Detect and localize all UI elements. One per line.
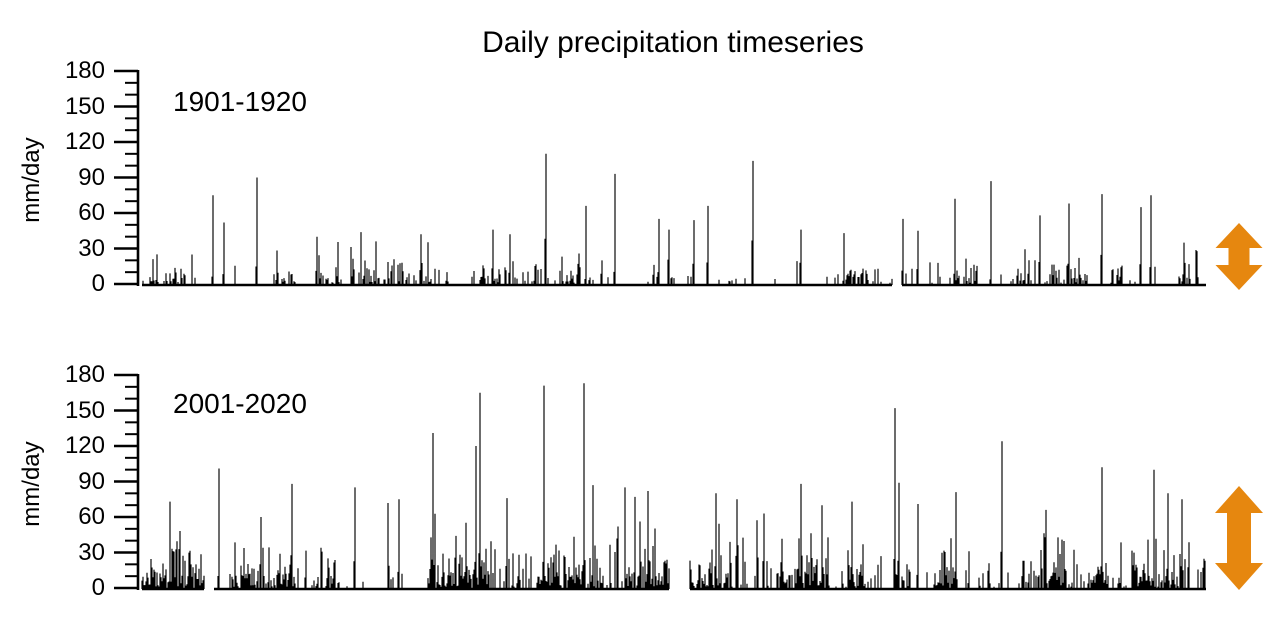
chart-title: Daily precipitation timeseries [482,26,864,59]
precipitation-spikes [141,383,1206,589]
y-tick-label-180: 180 [64,57,105,84]
y-tick-label-120: 120 [64,128,105,155]
y-tick-label-180: 180 [64,361,105,388]
variability-arrow-icon [1215,223,1263,290]
panel-label-1901-1920: 1901-1920 [173,86,307,117]
precipitation-spikes [142,153,1199,285]
y-tick-label-60: 60 [78,503,105,530]
y-tick-label-30: 30 [78,538,105,566]
y-tick-label-90: 90 [78,467,105,495]
variability-arrow-icon [1215,486,1263,590]
panel-2001-2020 [114,373,1263,591]
y-tick-label-150: 150 [64,396,105,424]
y-tick-label-0: 0 [91,574,105,601]
y-tick-label-90: 90 [78,163,105,191]
y-tick-label-120: 120 [64,432,105,459]
y-tick-label-0: 0 [91,270,105,297]
panel-label-2001-2020: 2001-2020 [173,388,307,419]
y-tick-label-150: 150 [64,92,105,120]
panel-1901-1920 [114,69,1263,290]
y-tick-label-30: 30 [78,234,105,262]
y-tick-label-60: 60 [78,199,105,226]
